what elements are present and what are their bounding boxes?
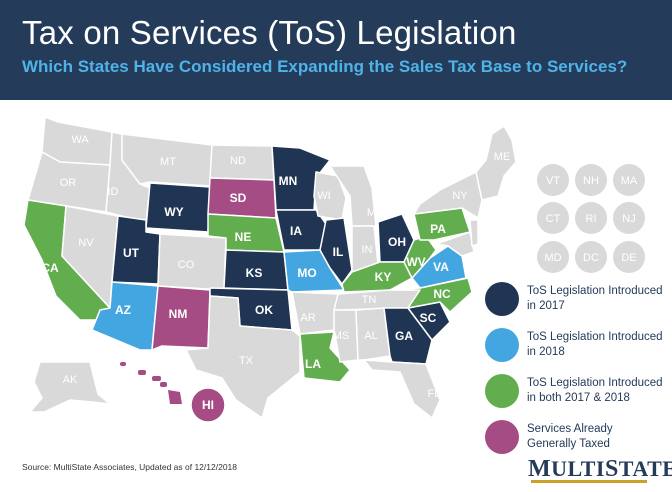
logo-letter-s: S (604, 456, 619, 482)
label-sc: SC (420, 311, 437, 325)
label-ri: RI (586, 213, 597, 225)
label-ia: IA (290, 224, 302, 238)
small-state-circles (537, 164, 645, 273)
label-dc: DC (583, 252, 599, 264)
page-title: Tax on Services (ToS) Legislation (22, 14, 517, 51)
label-mo: MO (297, 266, 316, 280)
state-tx[interactable] (185, 295, 301, 419)
label-id: ID (108, 186, 119, 198)
small-state-md[interactable] (537, 241, 569, 273)
legend-label-2017: ToS Legislation Introduced in 2017 (527, 285, 663, 312)
state-ms[interactable] (333, 309, 359, 363)
small-state-de[interactable] (613, 241, 645, 273)
label-ny: NY (452, 190, 468, 202)
label-ok: OK (255, 303, 273, 317)
logo-part-tate: TATE (618, 456, 672, 481)
label-co: CO (178, 259, 195, 271)
header-banner: Tax on Services (ToS) Legislation Which … (0, 0, 672, 100)
label-nd: ND (230, 155, 246, 167)
state-md-de[interactable] (435, 231, 475, 257)
logo-letter-m: M (528, 456, 552, 482)
legend-item-2018: ToS Legislation Introduced in 2018 (485, 326, 665, 370)
legend-swatch-2018 (485, 328, 519, 362)
label-or: OR (60, 177, 77, 189)
label-ne: NE (235, 230, 252, 244)
state-new-england[interactable] (475, 125, 517, 201)
legend-item-taxed: Services Already Generally Taxed (485, 418, 665, 462)
label-nh: NH (583, 175, 599, 187)
label-sd: SD (230, 191, 247, 205)
label-ga: GA (395, 329, 413, 343)
state-nm[interactable] (151, 285, 211, 351)
legend-item-both: ToS Legislation Introduced in both 2017 … (485, 372, 665, 416)
page-subtitle: Which States Have Considered Expanding t… (22, 57, 628, 76)
label-oh: OH (388, 235, 406, 249)
label-nm: NM (169, 307, 188, 321)
label-in: IN (362, 244, 373, 256)
label-fl: FL (428, 388, 441, 400)
label-az: AZ (115, 303, 131, 317)
legend-item-2017: ToS Legislation Introduced in 2017 (485, 280, 665, 324)
label-ma: MA (621, 175, 638, 187)
label-mt: MT (160, 156, 176, 168)
label-wa: WA (71, 134, 89, 146)
legend-swatch-taxed (485, 420, 519, 454)
logo-part-ulti: ULTI (551, 456, 605, 481)
small-state-vt[interactable] (537, 164, 569, 196)
label-hi: HI (202, 398, 214, 412)
legend-label-both: ToS Legislation Introduced in both 2017 … (527, 377, 663, 404)
state-al[interactable] (355, 307, 391, 361)
label-ms: MS (333, 330, 350, 342)
legend-swatch-both (485, 374, 519, 408)
label-ct: CT (546, 213, 561, 225)
state-wv[interactable] (403, 235, 437, 279)
legend-swatch-2017 (485, 282, 519, 316)
label-de: DE (621, 252, 636, 264)
label-ar: AR (300, 312, 315, 324)
state-nj[interactable] (469, 219, 479, 247)
multistate-logo: MULTISTATE (528, 456, 672, 483)
legend-label-2018: ToS Legislation Introduced in 2018 (527, 331, 663, 358)
label-nj: NJ (622, 213, 635, 225)
label-md: MD (544, 252, 561, 264)
small-state-ma[interactable] (613, 164, 645, 196)
legend-label-taxed: Services Already Generally Taxed (527, 423, 613, 450)
label-tn: TN (362, 294, 377, 306)
label-vt: VT (546, 175, 560, 187)
label-wv: WV (406, 255, 425, 269)
label-il: IL (333, 245, 344, 259)
hawaii-islands (120, 362, 182, 404)
small-state-nh[interactable] (575, 164, 607, 196)
small-state-ri[interactable] (575, 202, 607, 234)
label-mi: MI (367, 207, 379, 219)
us-map: WA OR CA ID NV MT WY UT AZ CO NM ND SD N… (23, 116, 645, 423)
state-tn[interactable] (333, 289, 421, 311)
hi-circle[interactable] (190, 387, 226, 423)
label-wy: WY (164, 205, 183, 219)
label-la: LA (305, 357, 321, 371)
label-ut: UT (123, 246, 140, 260)
state-mi[interactable] (329, 165, 377, 227)
label-al: AL (364, 330, 377, 342)
small-state-ct[interactable] (537, 202, 569, 234)
source-note: Source: MultiState Associates, Updated a… (22, 462, 237, 472)
small-state-dc[interactable] (575, 241, 607, 273)
label-ks: KS (246, 266, 263, 280)
label-wi: WI (317, 190, 330, 202)
small-state-nj[interactable] (613, 202, 645, 234)
label-nc: NC (433, 287, 451, 301)
state-ak[interactable] (29, 361, 111, 413)
label-tx: TX (239, 355, 254, 367)
label-me: ME (494, 151, 511, 163)
label-ak: AK (63, 374, 78, 386)
logo-underline (531, 480, 647, 483)
label-pa: PA (430, 222, 446, 236)
label-nv: NV (78, 237, 94, 249)
label-mn: MN (279, 174, 298, 188)
label-ca: CA (41, 261, 59, 275)
label-va: VA (433, 260, 449, 274)
label-ky: KY (375, 270, 392, 284)
state-fl[interactable] (363, 359, 441, 419)
state-ny[interactable] (413, 171, 483, 219)
